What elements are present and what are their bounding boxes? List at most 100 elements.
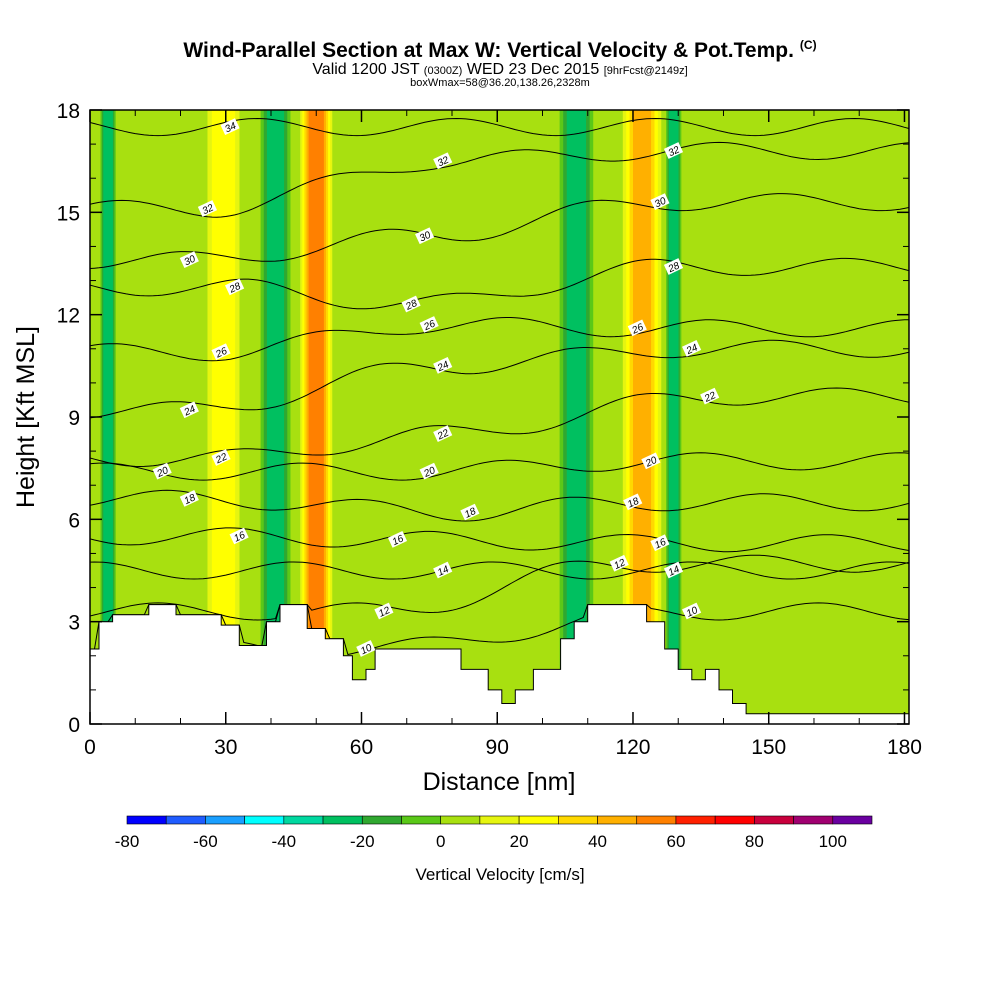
contour-label-text: 30 (418, 230, 433, 245)
contour-label-text: 20 (643, 455, 659, 470)
contour-label-text: 10 (359, 642, 374, 657)
theta-contour-line (90, 489, 909, 522)
plot-area: 10 10 12 12 14 14 16 16 16 18 18 18 20 20 20 22 22 22 24 24… (90, 110, 909, 724)
updraft-band (308, 110, 324, 724)
colorbar-swatch (597, 815, 638, 825)
contour-label-box (419, 316, 439, 333)
contour-label: 14 (663, 561, 684, 579)
colorbar-swatch (518, 815, 559, 825)
contour-label: 12 (374, 602, 394, 620)
contour-label-text: 24 (182, 404, 198, 419)
contour-label-box (433, 425, 453, 442)
contour-label: 32 (433, 152, 453, 170)
x-tick-label: 60 (350, 736, 373, 759)
contour-label-text: 22 (435, 427, 451, 442)
valid-date: WED 23 Dec 2015 (466, 61, 600, 78)
valid-utc: (0300Z) (423, 65, 463, 77)
contour-label-box (197, 200, 218, 217)
theta-contours (90, 117, 909, 656)
contour-label-text: 28 (227, 281, 243, 296)
contour-label-text: 14 (436, 564, 451, 579)
x-tick-label: 120 (615, 736, 650, 759)
contour-label: 26 (211, 343, 231, 361)
contour-label-box (415, 227, 435, 245)
contour-label: 26 (419, 316, 439, 334)
contour-labels: 10 10 12 12 14 14 16 16 16 18 18 18 20 20 20 22 22 22 24 24… (152, 118, 720, 657)
colorbar-tick-label: 40 (588, 832, 607, 851)
contour-label-box (374, 602, 394, 620)
contour-label-box (663, 142, 684, 159)
downdraft-band (266, 110, 285, 724)
colorbar-swatch (754, 815, 794, 825)
contour-label-box (225, 278, 245, 296)
contour-label-box (179, 251, 199, 269)
colorbar-swatch (322, 815, 363, 825)
updraft-band (211, 110, 236, 724)
downdraft-band (103, 110, 113, 724)
contour-label-box (641, 452, 661, 470)
contour-label-text: 32 (436, 155, 451, 170)
x-axis-label: Distance [nm] (423, 768, 576, 796)
contour-label-box (401, 295, 421, 313)
contour-label-box (152, 462, 172, 480)
colorbar-tick-label: 100 (819, 832, 847, 851)
colorbar-tick-label: -40 (272, 832, 297, 851)
colorbar-tick-label: -80 (115, 832, 140, 851)
contour-label-text: 12 (377, 605, 392, 620)
contour-label-box (433, 357, 453, 374)
x-tick-label: 180 (887, 736, 922, 759)
theta-contour-line (90, 141, 909, 218)
x-tick-label: 30 (214, 736, 237, 759)
colorbar-title: Vertical Velocity [cm/s] (415, 865, 584, 884)
contour-label-box (650, 193, 670, 211)
contour-label-box (229, 527, 249, 545)
contour-label-text: 16 (232, 530, 247, 545)
contour-label: 24 (179, 401, 199, 419)
contour-label-box (460, 503, 480, 521)
contour-label: 16 (650, 534, 670, 552)
colorbar-tick-label: 80 (745, 832, 764, 851)
contour-label-box (682, 602, 702, 620)
contour-label-text: 26 (213, 346, 229, 361)
theta-contour-line (90, 317, 909, 362)
contour-label: 22 (211, 449, 231, 467)
contour-label-text: 18 (463, 506, 478, 521)
colorbar-swatch (401, 815, 441, 825)
axes: 0 30 60 90 120 150 180 0 3 6 9 12 15 18 (57, 100, 922, 759)
colorbar-swatch (283, 815, 324, 825)
contour-label-box (682, 339, 702, 357)
theta-contour-line (90, 452, 909, 481)
contour-label-text: 14 (667, 564, 682, 579)
contour-label: 18 (460, 503, 480, 521)
contour-label-text: 26 (630, 322, 646, 337)
contour-label-text: 16 (653, 537, 668, 552)
downdraft-band (668, 110, 679, 724)
contour-label-box (179, 490, 199, 507)
contour-label: 22 (700, 387, 720, 405)
contour-label-box (609, 554, 629, 572)
valid-prefix: Valid 1200 JST (312, 61, 420, 78)
contour-label-text: 26 (422, 318, 438, 333)
contour-label-box (650, 534, 670, 552)
y-tick-label: 18 (57, 100, 80, 123)
downdraft-band (566, 110, 587, 724)
contour-label-box (663, 561, 684, 579)
contour-label-text: 32 (667, 144, 682, 159)
chart-title-text: Wind-Parallel Section at Max W: Vertical… (183, 39, 794, 62)
contour-label: 32 (197, 200, 218, 217)
y-tick-label: 6 (68, 509, 80, 532)
contour-label-text: 34 (223, 120, 238, 135)
contour-label-text: 28 (403, 298, 419, 313)
chart-subtitle: Valid 1200 JST (0300Z) WED 23 Dec 2015 [… (0, 61, 1000, 79)
contour-label: 22 (433, 425, 453, 443)
colorbar-swatch (479, 815, 520, 825)
theta-contour-line (90, 339, 909, 419)
contour-label: 34 (220, 118, 240, 135)
colorbar-swatch (714, 815, 755, 825)
contour-label-box (433, 561, 453, 579)
contour-label: 16 (229, 527, 249, 545)
colorbar-swatch (675, 815, 716, 825)
x-tick-label: 0 (84, 736, 96, 759)
colorbar-swatch (361, 815, 402, 825)
